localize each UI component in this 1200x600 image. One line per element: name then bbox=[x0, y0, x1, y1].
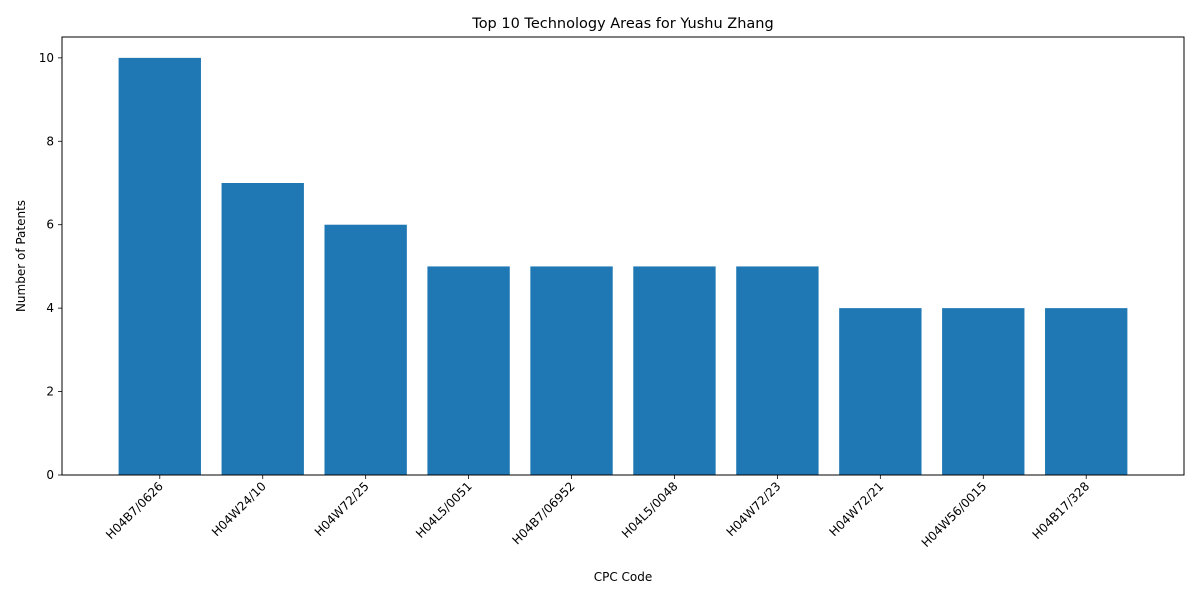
bar-h04w72-21 bbox=[839, 308, 921, 475]
x-tick-label: H04W72/23 bbox=[724, 479, 784, 539]
x-axis-ticks: H04B7/0626 H04W24/10 H04W72/25 H04L5/0051 H0… bbox=[103, 475, 1092, 550]
bar-h04w72-23 bbox=[736, 266, 818, 475]
y-tick-label: 2 bbox=[46, 385, 54, 399]
x-tick-label: H04W72/25 bbox=[312, 479, 372, 539]
x-tick-label: H04W24/10 bbox=[209, 479, 269, 539]
y-tick-label: 0 bbox=[46, 468, 54, 482]
bar-h04w56-0015 bbox=[942, 308, 1024, 475]
bar-h04w72-25 bbox=[324, 225, 406, 475]
y-tick-label: 6 bbox=[46, 218, 54, 232]
bars-layer bbox=[119, 58, 1128, 475]
x-tick-label: H04B7/06952 bbox=[509, 479, 577, 547]
x-tick-label: H04B7/0626 bbox=[103, 479, 166, 542]
y-axis-label: Number of Patents bbox=[14, 200, 28, 312]
bar-h04l5-0048 bbox=[633, 266, 715, 475]
x-tick-label: H04L5/0051 bbox=[413, 479, 475, 541]
y-tick-label: 10 bbox=[39, 51, 54, 65]
y-axis-ticks: 0 2 4 6 8 10 bbox=[39, 51, 62, 482]
bar-h04w24-10 bbox=[222, 183, 304, 475]
y-tick-label: 8 bbox=[46, 134, 54, 148]
x-axis-label: CPC Code bbox=[594, 570, 653, 584]
chart-title: Top 10 Technology Areas for Yushu Zhang bbox=[471, 16, 773, 32]
x-tick-label: H04W56/0015 bbox=[919, 479, 990, 550]
x-tick-label: H04W72/21 bbox=[827, 479, 887, 539]
bar-h04b7-0626 bbox=[119, 58, 201, 475]
y-tick-label: 4 bbox=[46, 301, 54, 315]
x-tick-label: H04B17/328 bbox=[1030, 479, 1093, 542]
bar-h04b7-06952 bbox=[530, 266, 612, 475]
bar-h04b17-328 bbox=[1045, 308, 1127, 475]
bar-h04l5-0051 bbox=[427, 266, 509, 475]
x-tick-label: H04L5/0048 bbox=[619, 479, 681, 541]
